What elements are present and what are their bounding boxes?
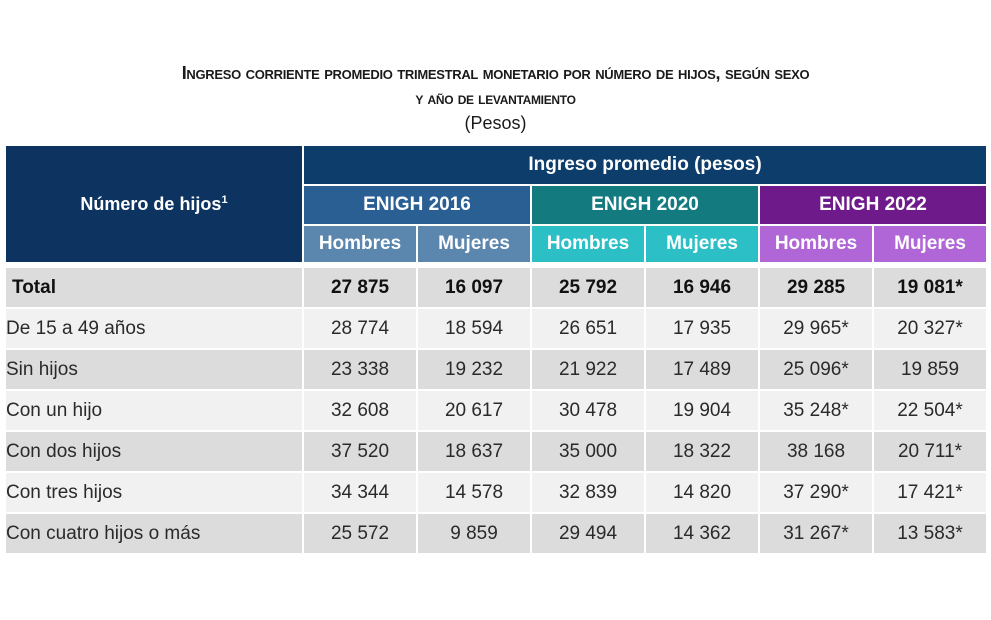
cell-2020-hombres: 25 792 (532, 268, 644, 307)
row-header-label: Número de hijos1 (6, 146, 302, 262)
cell-2016-hombres: 25 572 (304, 514, 416, 553)
row-label: De 15 a 49 años (6, 309, 302, 348)
table-row: De 15 a 49 años 28 774 18 594 26 651 17 … (6, 309, 986, 348)
cell-2020-hombres: 35 000 (532, 432, 644, 471)
cell-2020-mujeres: 17 935 (646, 309, 758, 348)
cell-2022-hombres: 29 965* (760, 309, 872, 348)
cell-2022-mujeres: 17 421* (874, 473, 986, 512)
sex-header-2020-mujeres: Mujeres (646, 226, 758, 262)
row-label: Sin hijos (6, 350, 302, 389)
footnote-marker: 1 (221, 193, 228, 206)
cell-2020-mujeres: 19 904 (646, 391, 758, 430)
cell-2022-mujeres: 20 327* (874, 309, 986, 348)
title-line-2: y año de levantamiento (415, 89, 576, 108)
row-label: Con cuatro hijos o más (6, 514, 302, 553)
cell-2022-hombres: 37 290* (760, 473, 872, 512)
income-table: Número de hijos1 Ingreso promedio (pesos… (4, 144, 988, 555)
year-header-2016: ENIGH 2016 (304, 186, 530, 224)
cell-2020-hombres: 32 839 (532, 473, 644, 512)
sex-header-2016-mujeres: Mujeres (418, 226, 530, 262)
cell-2020-mujeres: 14 362 (646, 514, 758, 553)
sex-header-2016-hombres: Hombres (304, 226, 416, 262)
cell-2020-hombres: 21 922 (532, 350, 644, 389)
cell-2022-hombres: 35 248* (760, 391, 872, 430)
table-row: Con cuatro hijos o más 25 572 9 859 29 4… (6, 514, 986, 553)
table-title-block: Ingreso corriente promedio trimestral mo… (0, 60, 991, 134)
cell-2016-mujeres: 19 232 (418, 350, 530, 389)
cell-2022-hombres: 25 096* (760, 350, 872, 389)
cell-2022-hombres: 38 168 (760, 432, 872, 471)
table-row: Con dos hijos 37 520 18 637 35 000 18 32… (6, 432, 986, 471)
cell-2016-hombres: 23 338 (304, 350, 416, 389)
units-subtitle: (Pesos) (464, 113, 527, 133)
cell-2016-hombres: 28 774 (304, 309, 416, 348)
cell-2020-mujeres: 18 322 (646, 432, 758, 471)
cell-2016-mujeres: 18 594 (418, 309, 530, 348)
group-header: Ingreso promedio (pesos) (304, 146, 986, 184)
cell-2022-mujeres: 20 711* (874, 432, 986, 471)
cell-2016-hombres: 32 608 (304, 391, 416, 430)
sex-header-2022-mujeres: Mujeres (874, 226, 986, 262)
year-header-2020: ENIGH 2020 (532, 186, 758, 224)
cell-2016-hombres: 37 520 (304, 432, 416, 471)
cell-2016-mujeres: 14 578 (418, 473, 530, 512)
cell-2016-hombres: 27 875 (304, 268, 416, 307)
row-label: Con tres hijos (6, 473, 302, 512)
sex-header-2022-hombres: Hombres (760, 226, 872, 262)
cell-2020-mujeres: 16 946 (646, 268, 758, 307)
cell-2022-hombres: 29 285 (760, 268, 872, 307)
cell-2016-hombres: 34 344 (304, 473, 416, 512)
cell-2022-hombres: 31 267* (760, 514, 872, 553)
cell-2016-mujeres: 18 637 (418, 432, 530, 471)
table-row: Con un hijo 32 608 20 617 30 478 19 904 … (6, 391, 986, 430)
table-row-total: Total 27 875 16 097 25 792 16 946 29 285… (6, 268, 986, 307)
table-row: Con tres hijos 34 344 14 578 32 839 14 8… (6, 473, 986, 512)
cell-2020-hombres: 26 651 (532, 309, 644, 348)
cell-2016-mujeres: 20 617 (418, 391, 530, 430)
cell-2022-mujeres: 22 504* (874, 391, 986, 430)
corner-label: Número de hijos (80, 193, 222, 214)
title-line-1: Ingreso corriente promedio trimestral mo… (181, 63, 810, 83)
row-label: Con dos hijos (6, 432, 302, 471)
cell-2016-mujeres: 9 859 (418, 514, 530, 553)
table-row: Sin hijos 23 338 19 232 21 922 17 489 25… (6, 350, 986, 389)
cell-2020-hombres: 29 494 (532, 514, 644, 553)
row-label: Con un hijo (6, 391, 302, 430)
sex-header-2020-hombres: Hombres (532, 226, 644, 262)
cell-2020-hombres: 30 478 (532, 391, 644, 430)
cell-2022-mujeres: 19 859 (874, 350, 986, 389)
row-label: Total (6, 268, 302, 307)
cell-2022-mujeres: 19 081* (874, 268, 986, 307)
year-header-2022: ENIGH 2022 (760, 186, 986, 224)
cell-2020-mujeres: 14 820 (646, 473, 758, 512)
cell-2022-mujeres: 13 583* (874, 514, 986, 553)
cell-2020-mujeres: 17 489 (646, 350, 758, 389)
cell-2016-mujeres: 16 097 (418, 268, 530, 307)
